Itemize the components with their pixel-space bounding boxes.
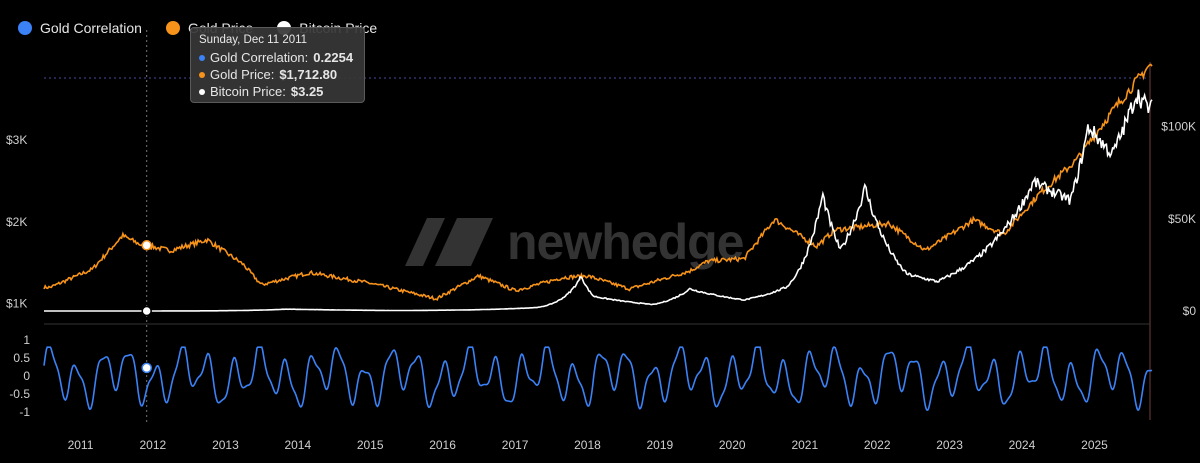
y-right-tick-label: $100K bbox=[1161, 120, 1196, 134]
y-corr-tick-label: 0.5 bbox=[13, 351, 30, 365]
x-tick-label: 2016 bbox=[429, 438, 456, 452]
gold-price-line bbox=[43, 63, 1153, 301]
x-tick-label: 2025 bbox=[1081, 438, 1108, 452]
gold-hover-marker bbox=[141, 240, 152, 251]
legend-item-gold-correlation[interactable]: Gold Correlation bbox=[18, 20, 142, 36]
bitcoin-hover-marker bbox=[141, 305, 152, 317]
y-left-tick-label: $3K bbox=[6, 133, 27, 147]
y-corr-tick-label: -0.5 bbox=[9, 387, 30, 401]
y-right-tick-label: $0 bbox=[1183, 304, 1197, 318]
tooltip-label: Bitcoin Price: bbox=[210, 84, 286, 99]
legend-label: Gold Correlation bbox=[40, 20, 142, 36]
series-dot-icon bbox=[199, 71, 205, 78]
tooltip-value: 0.2254 bbox=[313, 50, 354, 65]
x-tick-label: 2022 bbox=[864, 438, 891, 452]
x-tick-label: 2020 bbox=[719, 438, 746, 452]
tooltip-label: Gold Correlation: bbox=[210, 50, 309, 65]
x-tick-label: 2024 bbox=[1009, 438, 1036, 452]
x-tick-label: 2011 bbox=[68, 438, 94, 452]
watermark-text: newhedge bbox=[507, 214, 744, 270]
y-left-tick-label: $1K bbox=[6, 297, 27, 311]
tooltip-row-gold: Gold Price: $1,712.80 bbox=[199, 66, 356, 83]
x-tick-label: 2018 bbox=[574, 438, 601, 452]
y-corr-tick-label: 0 bbox=[23, 369, 30, 383]
newhedge-logo-icon bbox=[405, 218, 493, 266]
x-tick-label: 2013 bbox=[212, 438, 239, 452]
legend-dot-icon bbox=[18, 21, 32, 35]
x-tick-label: 2021 bbox=[791, 438, 818, 452]
tooltip-label: Gold Price: bbox=[210, 67, 275, 82]
series-dot-icon bbox=[199, 54, 205, 61]
bitcoin-price-line bbox=[44, 89, 1153, 312]
series-dot-icon bbox=[199, 88, 205, 95]
tooltip-row-bitcoin: Bitcoin Price: $3.25 bbox=[199, 83, 356, 100]
correlation-hover-marker bbox=[141, 362, 152, 374]
tooltip: Sunday, Dec 11 2011 Gold Correlation: 0.… bbox=[190, 27, 365, 103]
x-tick-label: 2023 bbox=[936, 438, 963, 452]
y-corr-tick-label: 1 bbox=[23, 333, 30, 347]
x-tick-label: 2015 bbox=[357, 438, 384, 452]
watermark: newhedge bbox=[405, 213, 744, 271]
y-right-tick-label: $50K bbox=[1168, 212, 1196, 226]
x-tick-label: 2019 bbox=[647, 438, 674, 452]
x-tick-label: 2012 bbox=[140, 438, 167, 452]
x-tick-label: 2014 bbox=[284, 438, 311, 452]
legend-dot-icon bbox=[165, 21, 180, 35]
y-left-tick-label: $2K bbox=[6, 215, 27, 229]
tooltip-value: $1,712.80 bbox=[279, 67, 338, 82]
tooltip-date: Sunday, Dec 11 2011 bbox=[199, 34, 308, 46]
tooltip-value: $3.25 bbox=[290, 84, 324, 99]
x-tick-label: 2017 bbox=[502, 438, 529, 452]
tooltip-row-correlation: Gold Correlation: 0.2254 bbox=[199, 49, 356, 66]
y-corr-tick-label: -1 bbox=[19, 405, 30, 419]
gold-correlation-line bbox=[43, 346, 1153, 412]
